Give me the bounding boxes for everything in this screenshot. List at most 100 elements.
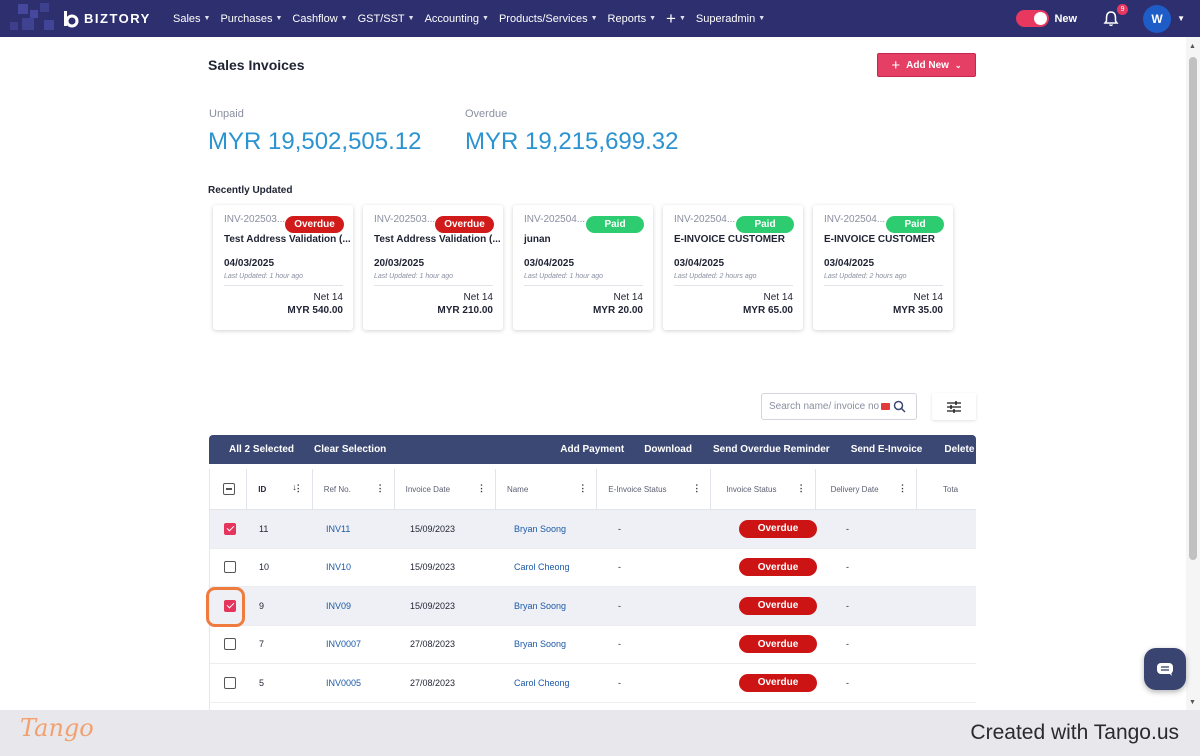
cell-name-link[interactable]: Carol Cheong bbox=[514, 562, 570, 573]
column-menu-icon[interactable]: ⋮ bbox=[578, 483, 588, 493]
menu-purchases[interactable]: Purchases ▼ bbox=[215, 13, 287, 25]
invoice-card[interactable]: INV-202504... Paid E-INVOICE CUSTOMER 03… bbox=[813, 205, 953, 330]
column-delivery-date[interactable]: Delivery Date ⋮ bbox=[816, 469, 917, 509]
column-label: Name bbox=[506, 484, 529, 494]
card-ref: INV-202503... bbox=[224, 214, 286, 225]
column-menu-icon[interactable]: ⋮ bbox=[476, 483, 486, 493]
table-row[interactable]: 7 INV0007 27/08/2023 Bryan Soong - Overd… bbox=[210, 626, 976, 664]
invoice-card[interactable]: INV-202504... Paid junan 03/04/2025 Last… bbox=[513, 205, 653, 330]
menu-products-services[interactable]: Products/Services ▼ bbox=[494, 13, 603, 25]
scroll-up-icon[interactable]: ▲ bbox=[1189, 43, 1196, 50]
cell-ref-link[interactable]: INV0005 bbox=[326, 677, 362, 688]
card-ref: INV-202504... bbox=[824, 214, 886, 225]
column-menu-icon[interactable]: ⋮ bbox=[796, 483, 806, 493]
cell-delivery-date: - bbox=[846, 639, 849, 650]
clear-selection-button[interactable]: Clear Selection bbox=[314, 444, 387, 455]
card-updated: Last Updated: 1 hour ago bbox=[524, 273, 643, 286]
brand[interactable]: BIZTORY bbox=[0, 0, 158, 37]
table-row[interactable]: 10 INV10 15/09/2023 Carol Cheong - Overd… bbox=[210, 549, 976, 587]
column-id[interactable]: ID ↓ ⋮ bbox=[247, 469, 313, 509]
column-menu-icon[interactable]: ⋮ bbox=[692, 483, 702, 493]
download-button[interactable]: Download bbox=[644, 444, 692, 455]
menu-sales[interactable]: Sales ▼ bbox=[168, 13, 215, 25]
menu-gst-sst[interactable]: GST/SST ▼ bbox=[353, 13, 420, 25]
invoice-card[interactable]: INV-202503... Overdue Test Address Valid… bbox=[363, 205, 503, 330]
scroll-down-icon[interactable]: ▼ bbox=[1189, 699, 1196, 706]
menu-reports[interactable]: Reports ▼ bbox=[603, 13, 661, 25]
nav-right: New 9 W ▼ bbox=[1016, 4, 1200, 33]
cell-name-link[interactable]: Bryan Soong bbox=[514, 639, 567, 650]
table-row[interactable]: 11 INV11 15/09/2023 Bryan Soong - Overdu… bbox=[210, 510, 976, 549]
cell-ref-link[interactable]: INV09 bbox=[326, 600, 352, 611]
cell-ref-link[interactable]: INV10 bbox=[326, 562, 352, 573]
send-overdue-reminder-button[interactable]: Send Overdue Reminder bbox=[712, 444, 830, 455]
column-ref-no[interactable]: Ref No. ⋮ bbox=[313, 469, 395, 509]
card-terms: Net 14 bbox=[463, 292, 493, 303]
menu-cashflow[interactable]: Cashflow ▼ bbox=[287, 13, 352, 25]
notifications-button[interactable]: 9 bbox=[1103, 4, 1129, 27]
cell-invoice-status: Overdue bbox=[724, 596, 831, 615]
cell-id: 10 bbox=[259, 562, 270, 573]
cell-name-link[interactable]: Carol Cheong bbox=[514, 677, 570, 688]
send-einvoice-button[interactable]: Send E-Invoice bbox=[850, 444, 923, 455]
column-invoice-date[interactable]: Invoice Date ⋮ bbox=[395, 469, 496, 509]
cell-name-link[interactable]: Bryan Soong bbox=[514, 523, 567, 534]
delete-button[interactable]: Delete bbox=[944, 443, 992, 457]
scroll-thumb[interactable] bbox=[1189, 57, 1197, 560]
chevron-down-icon: ▼ bbox=[275, 15, 283, 22]
status-badge: Overdue bbox=[285, 216, 344, 233]
menu-label: Sales bbox=[173, 12, 201, 25]
chevron-down-icon: ▼ bbox=[590, 15, 598, 22]
card-amount: MYR 20.00 bbox=[592, 305, 643, 316]
column-total[interactable]: Tota bbox=[917, 469, 976, 509]
table-row[interactable]: 5 INV0005 27/08/2023 Carol Cheong - Over… bbox=[210, 664, 976, 703]
chevron-down-icon[interactable]: ▼ bbox=[1177, 14, 1185, 23]
cell-invoice-status: Overdue bbox=[724, 558, 831, 577]
column-menu-icon[interactable]: ⋮ bbox=[898, 483, 907, 493]
selection-count: All 2 Selected bbox=[229, 444, 295, 455]
menu-superadmin[interactable]: Superadmin ▼ bbox=[691, 13, 770, 25]
column-name[interactable]: Name ⋮ bbox=[496, 469, 598, 509]
user-avatar[interactable]: W bbox=[1143, 4, 1172, 33]
card-terms: Net 14 bbox=[313, 292, 343, 303]
column-menu-icon[interactable]: ⋮ bbox=[375, 483, 385, 493]
cell-ref-link[interactable]: INV0007 bbox=[326, 639, 362, 650]
add-new-button[interactable]: + Add New ⌄ bbox=[877, 53, 976, 77]
select-all-checkbox[interactable] bbox=[223, 483, 235, 495]
new-ui-toggle[interactable] bbox=[1016, 10, 1050, 27]
menu-accounting[interactable]: Accounting ▼ bbox=[420, 13, 494, 25]
invoices-table: ID ↓ ⋮ Ref No. ⋮ Invoice Date ⋮ Name ⋮ E… bbox=[209, 469, 976, 710]
column-invoice-status[interactable]: Invoice Status ⋮ bbox=[711, 469, 816, 509]
keyboard-icon bbox=[881, 403, 891, 410]
status-badge: Overdue bbox=[739, 635, 817, 654]
search-input[interactable]: Search name/ invoice no bbox=[761, 393, 917, 420]
row-checkbox[interactable] bbox=[224, 676, 236, 689]
table-row[interactable]: 9 INV09 15/09/2023 Bryan Soong - Overdue… bbox=[210, 587, 976, 626]
filter-settings-button[interactable] bbox=[932, 393, 976, 420]
column-einvoice-status[interactable]: E-Invoice Status ⋮ bbox=[597, 469, 712, 509]
add-payment-button[interactable]: Add Payment bbox=[560, 444, 625, 455]
tango-logo: Tango bbox=[20, 714, 94, 742]
row-checkbox[interactable] bbox=[224, 638, 236, 651]
cell-name-link[interactable]: Bryan Soong bbox=[514, 600, 567, 611]
menu-label: Superadmin bbox=[695, 12, 756, 25]
column-label: ID bbox=[258, 484, 267, 494]
row-checkbox[interactable] bbox=[224, 522, 236, 535]
chat-support-button[interactable] bbox=[1144, 648, 1186, 690]
toggle-label: New bbox=[1054, 12, 1078, 25]
cell-invoice-status: Overdue bbox=[724, 673, 831, 692]
page-scrollbar[interactable]: ▲ ▼ bbox=[1186, 37, 1200, 710]
row-checkbox[interactable] bbox=[224, 561, 236, 574]
status-badge: Overdue bbox=[435, 216, 494, 233]
menu-quick-add[interactable]: + ▼ bbox=[661, 10, 691, 27]
column-menu-icon[interactable]: ⋮ bbox=[293, 483, 303, 493]
tango-footer: Tango Created with Tango.us bbox=[0, 710, 1200, 756]
search-icon[interactable] bbox=[893, 400, 906, 413]
cell-ref-link[interactable]: INV11 bbox=[326, 523, 351, 534]
status-badge: Paid bbox=[886, 216, 944, 233]
invoice-card[interactable]: INV-202504... Paid E-INVOICE CUSTOMER 03… bbox=[663, 205, 803, 330]
sort-desc-icon[interactable]: ↓ bbox=[292, 482, 297, 492]
menu-label: Products/Services bbox=[498, 12, 588, 25]
invoice-card[interactable]: INV-202503... Overdue Test Address Valid… bbox=[213, 205, 353, 330]
row-checkbox[interactable] bbox=[224, 599, 236, 612]
